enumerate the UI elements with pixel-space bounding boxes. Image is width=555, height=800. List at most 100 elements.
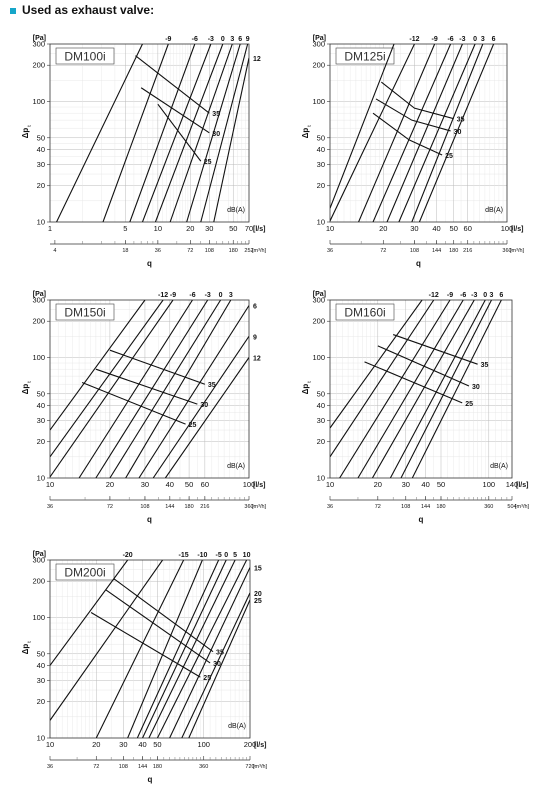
setting-label: 9 — [253, 334, 257, 341]
grid — [330, 44, 507, 222]
y-tick-label: 30 — [317, 416, 325, 425]
noise-curve — [109, 349, 206, 385]
setting-label: -3 — [471, 292, 477, 299]
plot-frame — [49, 559, 251, 739]
y-unit: [Pa] — [313, 291, 326, 298]
noise-curve — [157, 103, 202, 162]
y-tick-label: 200 — [32, 577, 45, 586]
x-axis-label: q — [147, 515, 152, 524]
y-unit: [Pa] — [33, 291, 46, 298]
noise-label: 30 — [212, 131, 220, 138]
x-tick-label: 30 — [119, 740, 127, 749]
y-tick-label: 20 — [317, 181, 325, 190]
y-axis-label-sub: t — [27, 381, 33, 383]
y-axis-label-sub: t — [27, 641, 33, 643]
secondary-tick-label: 180 — [153, 764, 162, 770]
noise-label: 30 — [472, 384, 480, 391]
y-axis-label-sub: t — [307, 125, 313, 127]
x-axis-label: q — [147, 259, 152, 268]
y-tick-label: 100 — [32, 353, 45, 362]
noise-curve — [372, 112, 443, 156]
y-tick-label: 200 — [312, 61, 325, 70]
noise-curve — [90, 612, 201, 678]
setting-line — [411, 44, 484, 222]
y-axis-label: Δp — [21, 384, 30, 395]
x-axis-label: q — [419, 515, 424, 524]
secondary-tick-label: 36 — [47, 764, 53, 770]
setting-line — [358, 44, 436, 222]
setting-line — [330, 300, 435, 458]
secondary-tick-label: 36 — [327, 504, 333, 510]
setting-label: 15 — [254, 565, 262, 572]
setting-line — [142, 560, 227, 738]
secondary-tick-label: 360 — [199, 764, 208, 770]
x-tick-label: 50 — [185, 480, 193, 489]
secondary-tick-label: 180 — [449, 248, 458, 254]
secondary-tick-label: 108 — [119, 764, 128, 770]
y-tick-label: 50 — [317, 133, 325, 142]
chart-dm150i: DM150i-12 -9 -6 -3 0 36912353025dB(A)[Pa]1020… — [21, 291, 267, 524]
setting-label: 12 — [253, 355, 261, 362]
noise-curve — [377, 345, 470, 387]
x-tick-label: 70 — [245, 224, 253, 233]
y-tick-label: 40 — [317, 401, 325, 410]
y-tick-label: 100 — [32, 613, 45, 622]
noise-curve — [393, 334, 478, 365]
x-tick-label: 60 — [464, 224, 472, 233]
setting-line — [372, 44, 452, 222]
setting-line — [330, 44, 395, 209]
y-unit: [Pa] — [33, 35, 46, 42]
noise-label: 30 — [213, 661, 221, 668]
secondary-tick-label: 360 — [484, 504, 493, 510]
y-tick-label: 200 — [32, 61, 45, 70]
x-axis-label: q — [148, 775, 153, 784]
y-axis-label: Δp — [21, 128, 30, 139]
chart-dm125i: DM125i-12 -9 -6 -3 0 3 6353025dB(A)[Pa]1020304… — [301, 35, 525, 268]
setting-line — [95, 560, 185, 738]
setting-label: -9 — [432, 36, 438, 43]
x-tick-label: 50 — [229, 224, 237, 233]
y-tick-label: 50 — [37, 133, 45, 142]
setting-label: 5 — [233, 552, 237, 559]
y-tick-label: 300 — [312, 40, 325, 49]
setting-line — [169, 567, 250, 738]
setting-line — [389, 300, 486, 478]
setting-label: -20 — [123, 552, 133, 559]
y-tick-label: 30 — [317, 160, 325, 169]
plot-frame — [329, 299, 513, 479]
x-tick-label: 100 — [483, 480, 496, 489]
x-tick-label: 20 — [92, 740, 100, 749]
noise-label: 30 — [200, 402, 208, 409]
x-tick-label: 20 — [374, 480, 382, 489]
noise-curve — [81, 382, 186, 425]
noise-curve — [380, 81, 454, 120]
damper-label: dB(A) — [228, 723, 246, 730]
x-tick-label: 40 — [166, 480, 174, 489]
setting-line — [56, 44, 143, 222]
setting-label: -9 — [447, 292, 453, 299]
chart-dm160i: DM160i-12 -9 -6 -3 0 3 6353025dB(A)[Pa]1020304… — [301, 291, 530, 524]
setting-label: -10 — [197, 552, 207, 559]
x-tick-label: 60 — [201, 480, 209, 489]
setting-label: 0 — [219, 292, 223, 299]
setting-line — [386, 44, 463, 222]
y-tick-label: 300 — [32, 556, 45, 565]
setting-label: -12 — [158, 292, 168, 299]
x-tick-label: 5 — [123, 224, 127, 233]
setting-label: 3 — [481, 36, 485, 43]
chart-title-box — [335, 47, 395, 65]
secondary-tick-label: 108 — [205, 248, 214, 254]
secondary-tick-label: 720 — [245, 764, 254, 770]
setting-line — [411, 300, 502, 478]
secondary-tick-label: 4 — [53, 248, 56, 254]
chart-title-box — [55, 563, 115, 581]
noise-curve — [95, 368, 198, 405]
x-tick-label: 20 — [106, 480, 114, 489]
setting-label: 0 — [483, 292, 487, 299]
chart-title-box — [55, 303, 115, 321]
setting-label: 6 — [492, 36, 496, 43]
y-tick-label: 10 — [37, 734, 45, 743]
x-tick-label: 10 — [154, 224, 162, 233]
setting-label: 3 — [229, 292, 233, 299]
noise-label: 25 — [465, 401, 473, 408]
